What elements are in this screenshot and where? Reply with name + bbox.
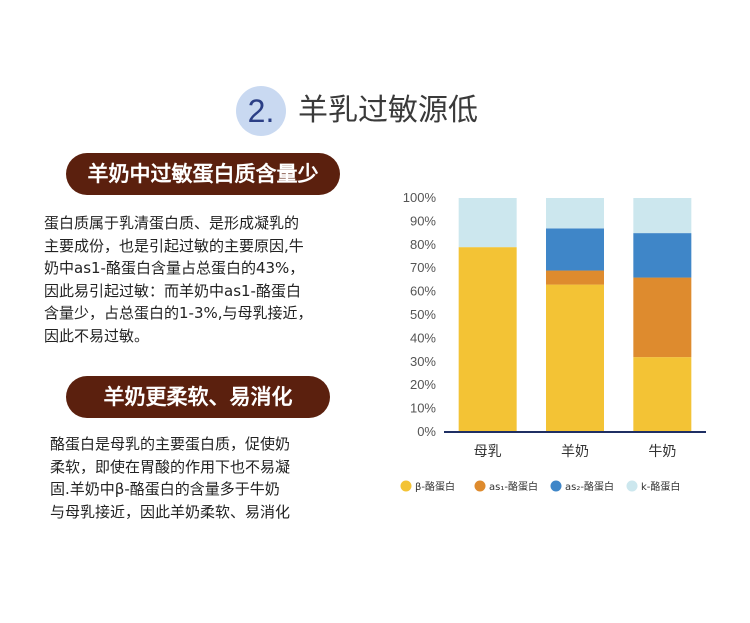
paragraph-line: 柔软，即使在胃酸的作用下也不易凝 (50, 457, 291, 476)
paragraph-line: 主要成份，也是引起过敏的主要原因,牛 (44, 236, 304, 255)
section2-heading: 羊奶更柔软、易消化 (66, 376, 330, 418)
y-tick-label: 30% (410, 354, 436, 369)
paragraph-line: 含量少，占总蛋白的1-3%,与母乳接近， (44, 304, 313, 322)
stacked-bar-chart: 0% 10% 20% 30% 40% 50% 60% 70% 80% 90% 100% 母乳 羊奶 牛奶 β… (400, 190, 706, 493)
y-tick-label: 100% (403, 190, 437, 205)
bar-segment (546, 228, 604, 271)
bar-segment (633, 233, 692, 278)
y-tick-label: 10% (410, 401, 436, 416)
paragraph-line: 奶中as1-酪蛋白含量占总蛋白的43%， (44, 259, 305, 277)
paragraph-line: 与母乳接近，因此羊奶柔软、易消化 (50, 502, 291, 521)
legend-label: as₂-酪蛋白 (565, 480, 614, 493)
y-tick-label: 20% (410, 377, 436, 392)
legend-label: k-酪蛋白 (641, 480, 680, 493)
bar-segment (546, 284, 604, 432)
x-category-label: 羊奶 (561, 444, 589, 460)
y-tick-label: 70% (410, 260, 436, 275)
paragraph-line: 固.羊奶中β-酪蛋白的含量多于牛奶 (50, 480, 280, 498)
legend-marker (400, 480, 412, 492)
y-tick-label: 90% (410, 213, 436, 228)
x-category-label: 牛奶 (648, 444, 676, 460)
y-tick-label: 60% (410, 284, 436, 299)
section2-paragraph: 酪蛋白是母乳的主要蛋白质，促使奶 柔软，即使在胃酸的作用下也不易凝 固.羊奶中β… (50, 433, 372, 523)
section1-paragraph: 蛋白质属于乳清蛋白质、是形成凝乳的 主要成份，也是引起过敏的主要原因,牛 奶中a… (44, 212, 366, 347)
legend-label: as₁-酪蛋白 (489, 480, 538, 493)
legend-marker (474, 480, 486, 492)
legend-marker (626, 480, 638, 492)
y-tick-label: 50% (410, 307, 436, 322)
section-number-badge: 2. (236, 86, 286, 136)
y-tick-label: 40% (410, 330, 436, 345)
bar-segment (546, 270, 604, 285)
paragraph-line: 酪蛋白是母乳的主要蛋白质，促使奶 (50, 435, 291, 453)
bar-segment (458, 247, 517, 432)
bar-segment (546, 198, 604, 229)
paragraph-line: 因此易引起过敏：而羊奶中as1-酪蛋白 (44, 281, 301, 300)
legend-marker (550, 480, 562, 492)
x-category-label: 母乳 (474, 444, 502, 460)
section1-heading: 羊奶中过敏蛋白质含量少 (66, 153, 340, 195)
bar-segment (458, 198, 517, 248)
paragraph-line: 因此不易过敏。 (44, 326, 150, 345)
bar-segment (633, 198, 692, 234)
page-title: 羊乳过敏源低 (298, 93, 478, 128)
bar-segment (633, 277, 692, 358)
y-tick-label: 0% (417, 424, 436, 439)
y-tick-label: 80% (410, 237, 436, 252)
legend-label: β-酪蛋白 (415, 480, 455, 493)
paragraph-line: 蛋白质属于乳清蛋白质、是形成凝乳的 (44, 214, 300, 232)
section-header: 2. 羊乳过敏源低 (0, 86, 750, 136)
bar-segment (633, 357, 692, 432)
